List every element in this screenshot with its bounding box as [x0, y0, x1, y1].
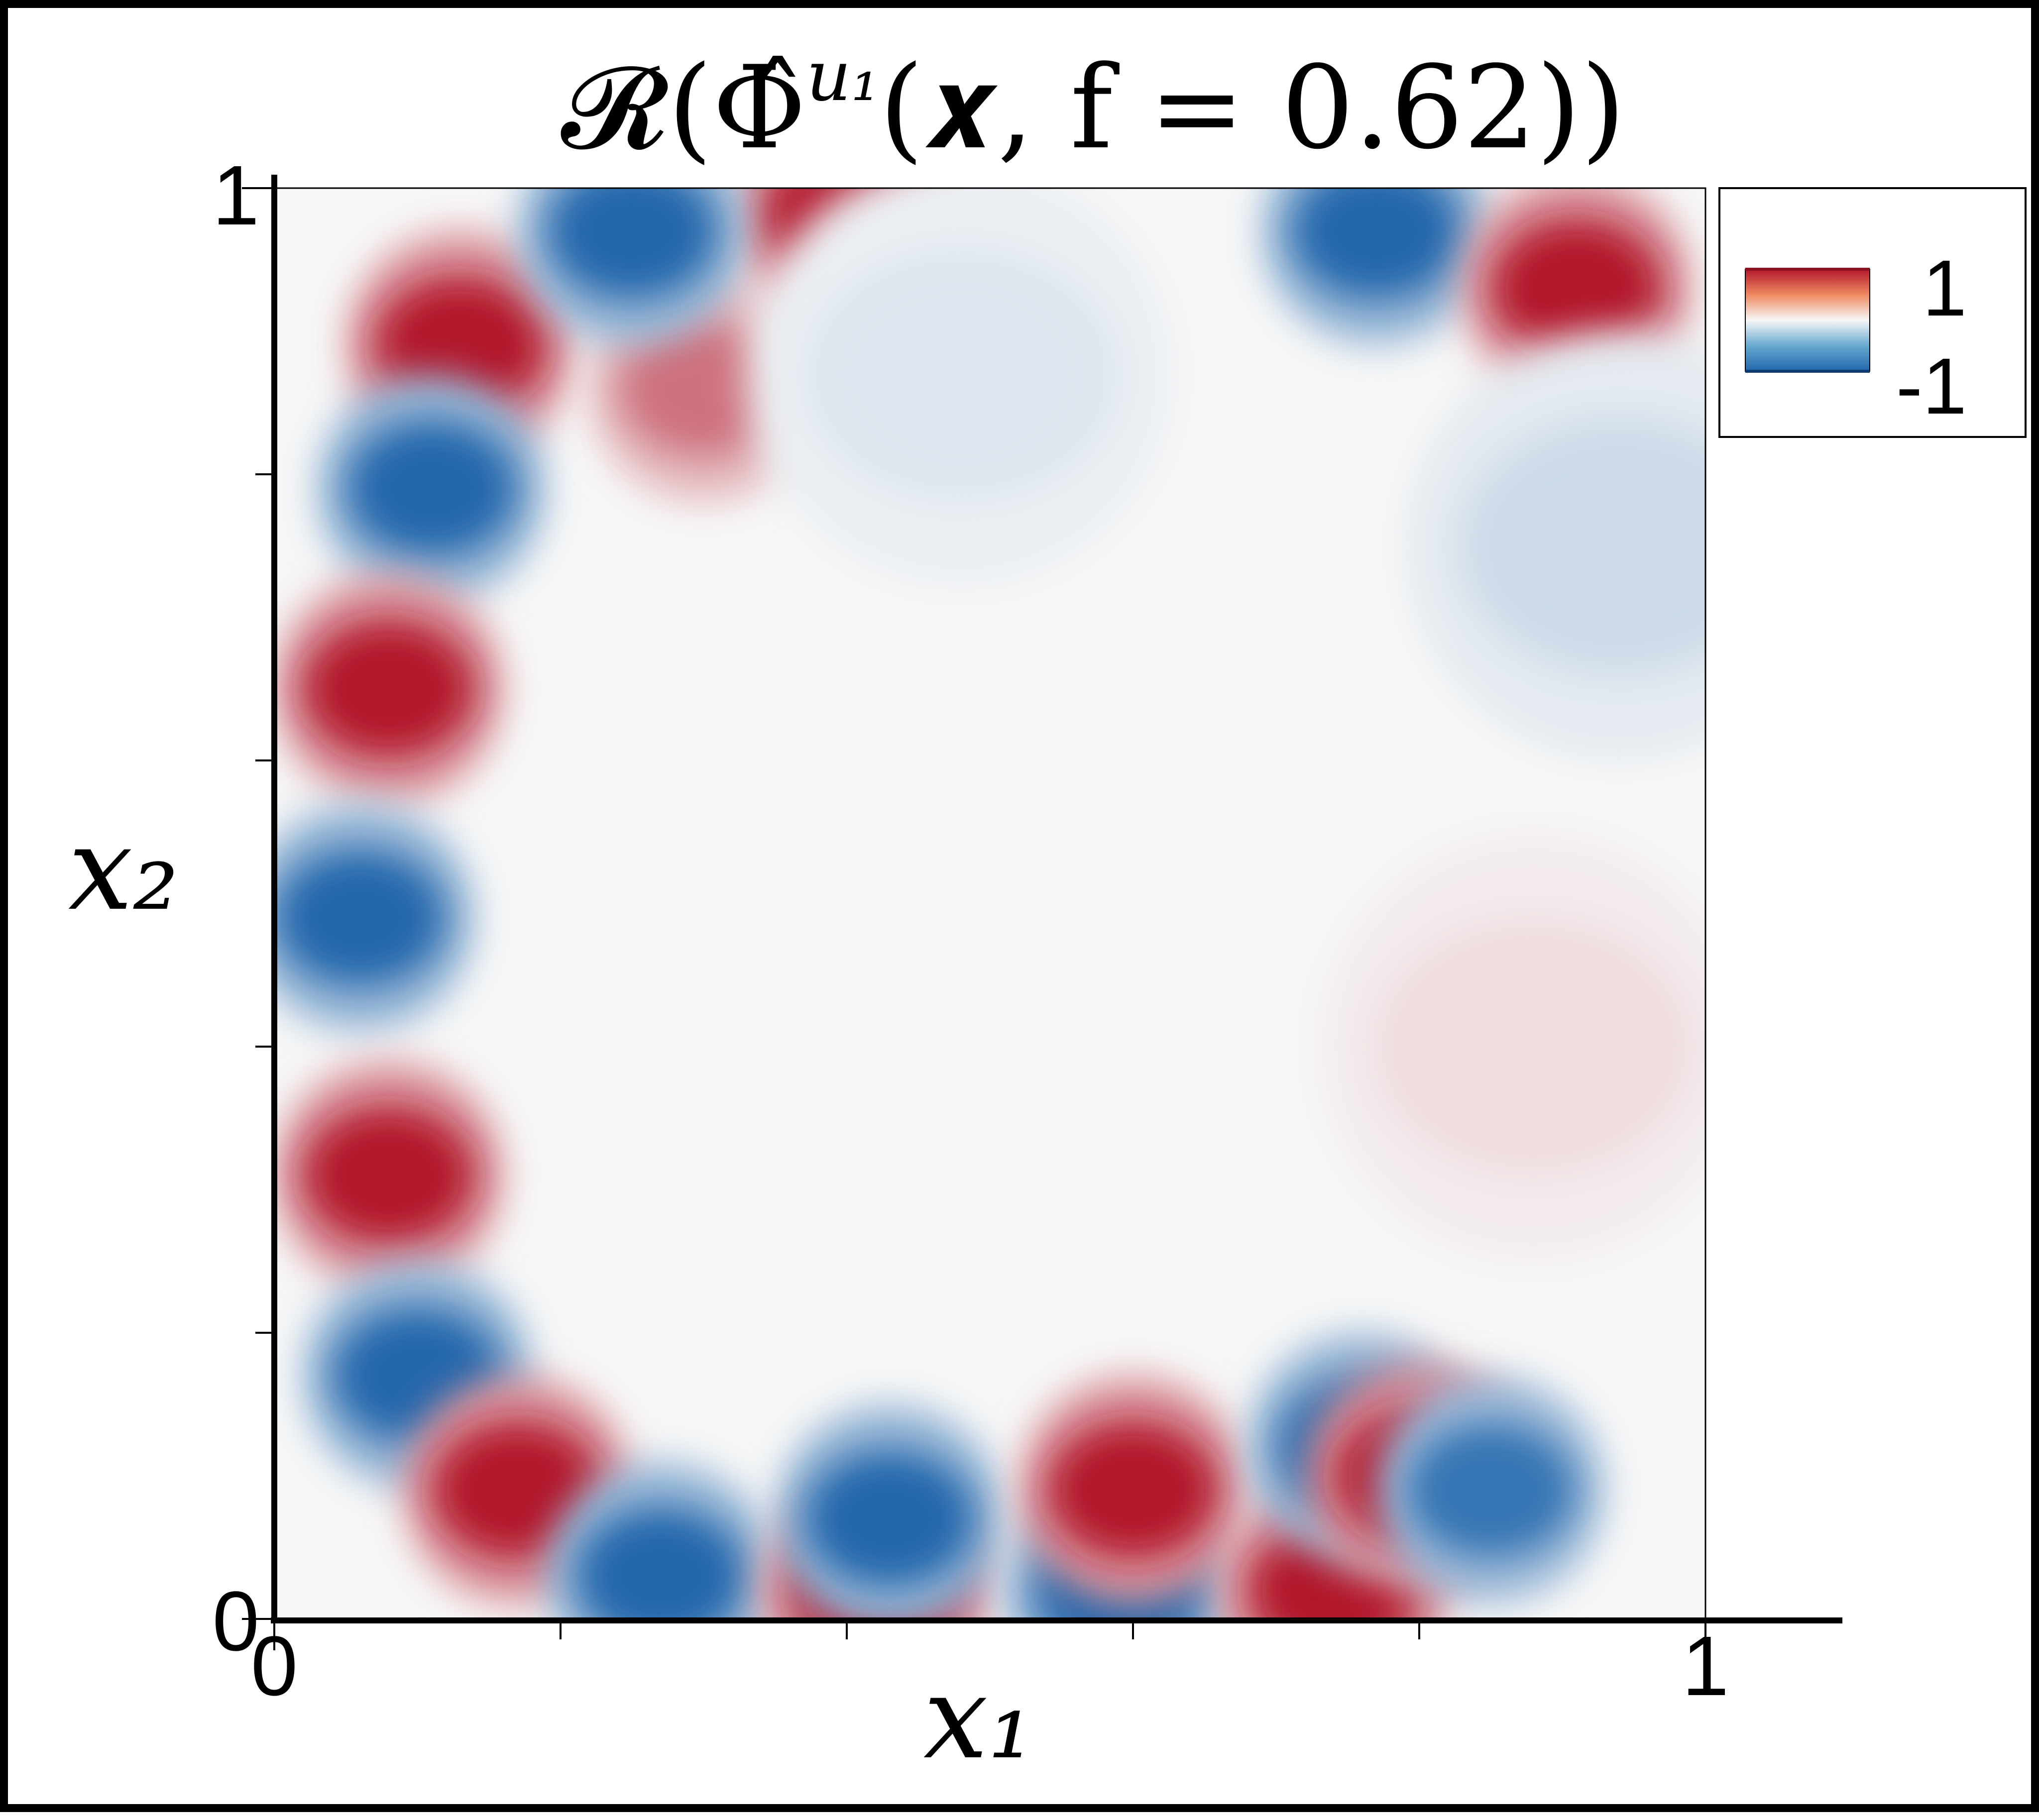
field-extremum-5 — [304, 1107, 473, 1243]
field-extremum-23 — [802, 246, 1121, 502]
y-axis-label: x₂ — [68, 803, 179, 936]
contour-figure: 0 1 0 1 x₁ x₂ 𝓡(Φ̂u₁(𝒙, f = 0.62)) 1 -1 — [68, 36, 2027, 1785]
legend-max-label: 1 — [1923, 243, 1967, 332]
chart-title: 𝓡(Φ̂u₁(𝒙, f = 0.62)) — [561, 36, 1626, 175]
field-extremum-19 — [1291, 188, 1461, 299]
y-tick-label-0: 0 — [212, 1574, 259, 1669]
field-extremum-20 — [1492, 220, 1662, 356]
x-tick-label-1: 1 — [1682, 1619, 1729, 1713]
axis-ticks — [242, 187, 1706, 1650]
y-tick-label-1: 1 — [212, 148, 259, 243]
field-extremum-2 — [347, 421, 517, 556]
field-extremum-10 — [805, 1451, 975, 1587]
field-extremum-12 — [1048, 1422, 1218, 1558]
x-tick-label-0: 0 — [251, 1619, 298, 1713]
field-extremum-3 — [304, 621, 473, 757]
contour-field — [274, 188, 1705, 1619]
field-extremum-21 — [1460, 418, 1705, 673]
title-tail: (𝒙, f = 0.62)) — [879, 42, 1625, 175]
field-extremum-8 — [576, 1508, 746, 1619]
title-superscript: u₁ — [806, 36, 879, 117]
field-extremum-16 — [1406, 1422, 1576, 1558]
field-extremum-22 — [1374, 919, 1693, 1174]
x-axis-label: x₁ — [923, 1652, 1034, 1785]
field-extremum-1 — [619, 321, 789, 456]
title-main: 𝓡(Φ̂ — [561, 42, 806, 175]
field-extremum-4 — [275, 850, 445, 986]
field-extremum-18 — [547, 188, 717, 299]
colorbar — [1745, 269, 1870, 372]
legend-min-label: -1 — [1896, 341, 1967, 430]
